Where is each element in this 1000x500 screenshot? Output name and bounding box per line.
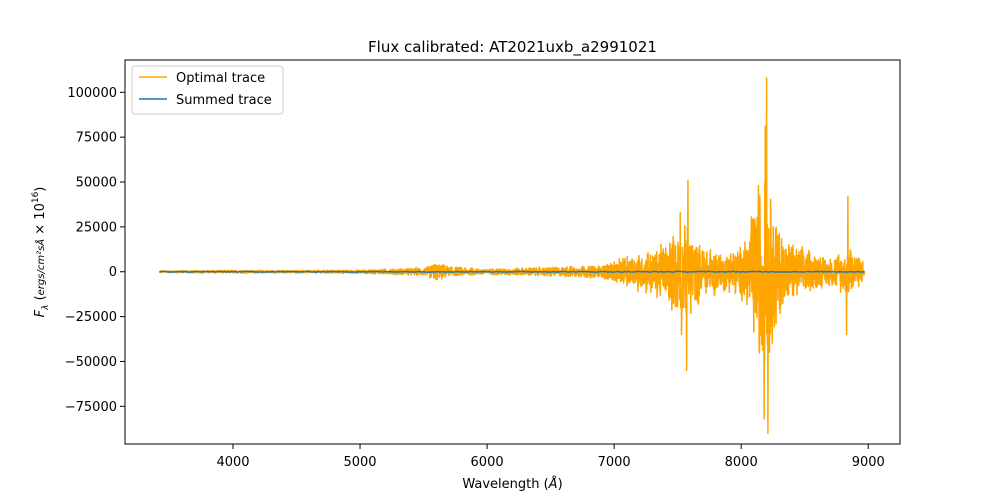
plot-border (124, 59, 901, 445)
x-tick-label: 5000 (343, 455, 376, 470)
plot-area (124, 59, 901, 445)
series-layer (158, 77, 866, 434)
svg-text:Fλ (ergs/cm²sÅ × 1016): Fλ (ergs/cm²sÅ × 1016) (31, 187, 51, 318)
y-tick-label: 0 (109, 265, 117, 280)
x-tick-label: 6000 (471, 455, 504, 470)
y-axis: −75000 −50000 −25000 0 25000 50000 75000 100000 (65, 86, 125, 415)
series-line-summed-trace (159, 270, 865, 273)
y-tick-label: 50000 (76, 176, 117, 191)
x-axis: 4000 5000 6000 7000 8000 9000 (216, 444, 885, 470)
legend-label-optimal: Optimal trace (176, 71, 265, 86)
x-tick-label: 7000 (598, 455, 631, 470)
legend: Optimal trace Summed trace (131, 65, 284, 115)
y-tick-label: −75000 (65, 400, 117, 415)
y-tick-label: 100000 (67, 86, 117, 101)
x-tick-label: 4000 (216, 455, 249, 470)
legend-label-summed: Summed trace (176, 93, 272, 108)
y-axis-title: Fλ (ergs/cm²sÅ × 1016) (31, 187, 51, 318)
chart-title: Flux calibrated: AT2021uxb_a2991021 (368, 38, 657, 57)
x-tick-label: 8000 (725, 455, 758, 470)
legend-box (131, 65, 284, 115)
y-tick-label: 75000 (76, 131, 117, 146)
x-axis-title: Wavelength (Å) (462, 476, 562, 492)
x-tick-label: 9000 (852, 455, 885, 470)
y-tick-label: 25000 (76, 220, 117, 235)
y-tick-label: −25000 (65, 310, 117, 325)
y-tick-label: −50000 (65, 355, 117, 370)
